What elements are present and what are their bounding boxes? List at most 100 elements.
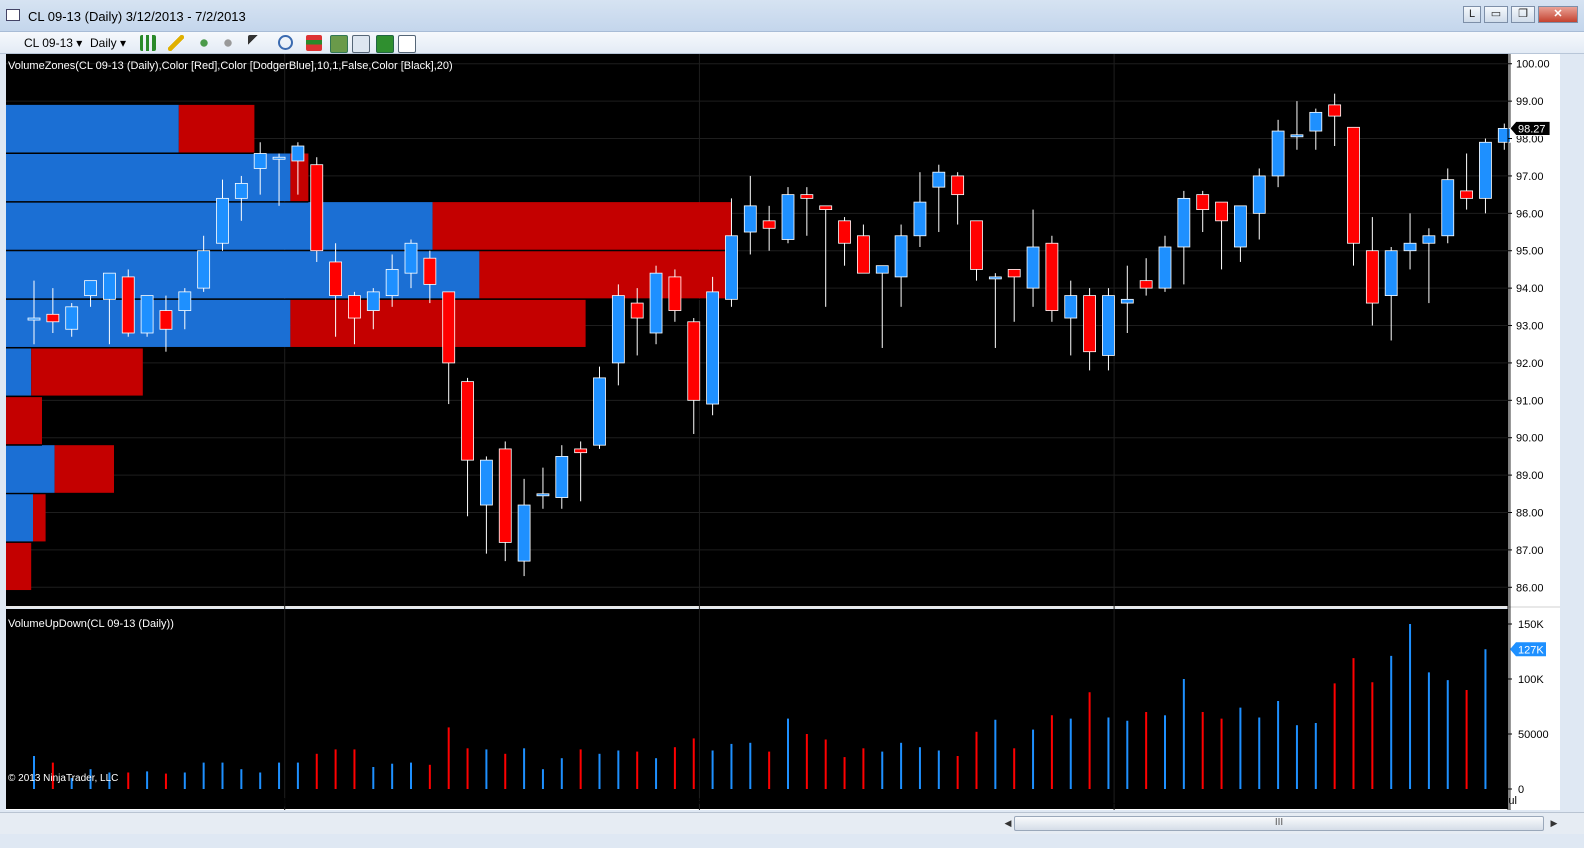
last-price-badge [1509,121,1551,136]
candle-body [630,302,644,319]
volume-zone-down [479,250,734,299]
candle-body [1102,295,1115,356]
copyright-label: © 2013 NinjaTrader, LLC [8,773,118,784]
price-tick-label: 88.00 [1516,508,1544,520]
candle-body [140,295,154,334]
candle-body [1460,190,1473,199]
price-tick-label: 91.00 [1516,395,1544,407]
candle-body [649,272,663,334]
price-tick-label: 87.00 [1516,545,1544,557]
last-volume-label: 127K [1518,644,1544,656]
price-tick-label: 100.00 [1516,59,1550,71]
price-tick-label: 89.00 [1516,470,1544,482]
cursor-icon[interactable] [248,35,264,51]
candle-body [819,205,833,210]
volume-zone-up [6,104,179,153]
candle-body [1234,205,1247,248]
candle-body [1271,130,1285,177]
line-chart-icon[interactable] [352,35,370,53]
candle-body [1215,201,1228,222]
candle-body [1441,179,1455,237]
candle-body [1026,246,1040,289]
add-indicator-icon[interactable] [196,35,212,51]
restore-button[interactable]: ❐ [1511,6,1535,23]
instrument-selector[interactable]: CL 09-13 ▾ [24,35,82,51]
candle-body [423,257,437,285]
volume-zone-up [6,493,33,542]
period-selector[interactable]: Daily ▾ [90,35,126,51]
candle-body [857,235,870,274]
volume-tick-label: 100K [1518,674,1544,686]
scroll-thumb[interactable]: III [1014,816,1544,831]
chart-area[interactable]: 86.00 87.00 88.00 89.00 90.00 91.00 92.00 93.00… [6,54,1560,810]
candle-body [875,265,889,274]
candle-body [517,504,531,562]
price-tick-label: 95.00 [1516,246,1544,258]
candle-body [838,220,851,244]
candle-body [913,201,927,237]
candle-body [1309,111,1323,132]
price-tick-label: 92.00 [1516,358,1544,370]
bars-icon[interactable] [330,35,348,53]
price-tick-label: 86.00 [1516,582,1544,594]
zoom-icon[interactable] [278,35,293,50]
candle-body [1290,134,1304,138]
candle-body [762,220,776,229]
candle-body [1158,246,1172,289]
remove-indicator-icon[interactable] [220,35,236,51]
y-axis-bg [1508,54,1560,810]
candle-body [178,291,192,311]
candle-body [1252,175,1266,214]
volume-zone-up [6,445,55,493]
candle-body [253,153,267,169]
dollar-icon[interactable] [376,35,394,53]
candle-body [1365,250,1379,304]
candle-body [329,261,343,297]
candle-body [291,145,305,162]
candle-body [555,456,569,498]
candle-body [781,194,795,240]
time-tick-label: Jul [1503,795,1517,807]
candle-body [668,276,682,311]
price-tick-label: 96.00 [1516,208,1544,220]
bottom-strip [0,834,1584,848]
price-tick-label: 93.00 [1516,321,1544,333]
candle-body [800,194,814,199]
candle-body [706,291,719,405]
candle-body [479,459,493,506]
price-tick-label: 94.00 [1516,283,1544,295]
candle-body [1007,269,1021,278]
candle-body [366,291,380,311]
pencil-icon[interactable] [168,35,184,51]
x-axis-bg [6,809,1508,810]
candle-body [348,295,361,319]
candle-body [46,313,60,323]
candle-body [1064,295,1078,319]
candle-body [84,280,97,297]
candle-body [743,205,757,233]
close-button[interactable]: ✕ [1538,6,1578,23]
price-tick-label: 97.00 [1516,171,1544,183]
minimize-button[interactable]: ▭ [1484,6,1508,23]
volume-zone-down [6,396,42,445]
link-button[interactable]: L [1463,6,1481,23]
strategy-icon[interactable] [306,35,322,51]
candle-body [234,183,248,199]
candle-body [1083,295,1096,353]
scroll-right-icon[interactable]: ▶ [1550,818,1558,828]
candle-body [461,381,474,461]
properties-icon[interactable] [398,35,416,53]
scroll-left-icon[interactable]: ◀ [1004,818,1012,828]
instrument-label: CL 09-13 [24,36,73,50]
volume-updown-indicator-title: VolumeUpDown(CL 09-13 (Daily)) [8,618,174,630]
candle-body [1497,128,1511,143]
window-title: CL 09-13 (Daily) 3/12/2013 - 7/2/2013 [28,9,246,24]
price-tick-label: 90.00 [1516,433,1544,445]
candle-body [1045,242,1059,311]
candle-body [159,310,173,330]
candle-body [951,175,965,196]
candle-body [894,235,908,278]
chart-style-icon[interactable] [140,35,156,51]
volume-zone-down [290,299,586,347]
horizontal-scrollbar[interactable]: ◀ III ▶ [0,812,1584,834]
